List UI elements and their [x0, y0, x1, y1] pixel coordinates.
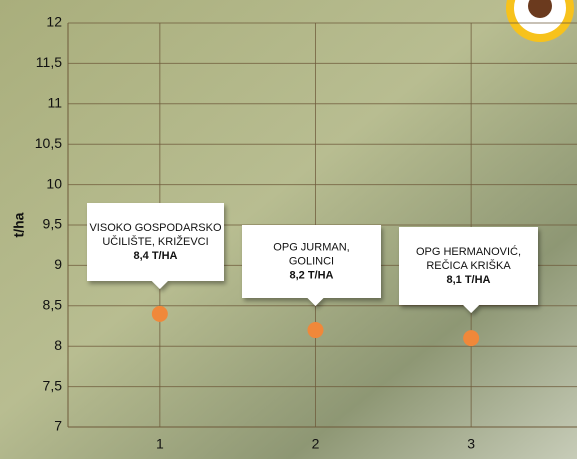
x-tick-label: 1 — [156, 436, 164, 452]
y-tick-label: 8 — [54, 337, 62, 353]
value-label: 8,1 T/HA — [446, 274, 490, 286]
callout-label: GOLINCI — [289, 255, 334, 267]
y-tick-label: 9 — [54, 256, 62, 272]
callout-box — [87, 203, 224, 289]
x-tick-label: 2 — [312, 436, 320, 452]
y-tick-label: 10,5 — [35, 135, 62, 151]
callout-label: OPG HERMANOVIĆ, — [416, 245, 521, 258]
x-tick-label: 3 — [467, 436, 475, 452]
value-label: 8,4 T/HA — [133, 250, 177, 262]
point — [463, 330, 480, 347]
callout-label: OPG JURMAN, — [273, 241, 349, 253]
point — [307, 322, 324, 339]
value-label: 8,2 T/HA — [289, 269, 333, 281]
callout-label: UČILIŠTE, KRIŽEVCI — [102, 235, 208, 248]
y-tick-label: 12 — [46, 14, 62, 30]
y-tick-label: 11,5 — [36, 54, 62, 70]
y-axis-label: t/ha — [11, 212, 27, 237]
callout: OPG HERMANOVIĆ,REČICA KRIŠKA 8,1 T/HA — [399, 227, 538, 313]
y-tick-label: 10 — [46, 175, 62, 191]
callout-label: REČICA KRIŠKA — [426, 259, 511, 272]
callout-box — [242, 225, 381, 306]
y-tick-label: 11 — [47, 95, 62, 111]
callout-label: VISOKO GOSPODARSKO — [89, 222, 221, 234]
logo — [506, 0, 574, 42]
y-tick-label: 9,5 — [43, 216, 63, 232]
point — [151, 305, 168, 322]
y-tick-label: 7,5 — [43, 377, 63, 393]
y-tick-label: 8,5 — [43, 297, 63, 313]
callout-box — [399, 227, 538, 313]
y-tick-label: 7 — [54, 418, 62, 434]
callout: OPG JURMAN, GOLINCI 8,2 T/HA — [242, 225, 381, 306]
